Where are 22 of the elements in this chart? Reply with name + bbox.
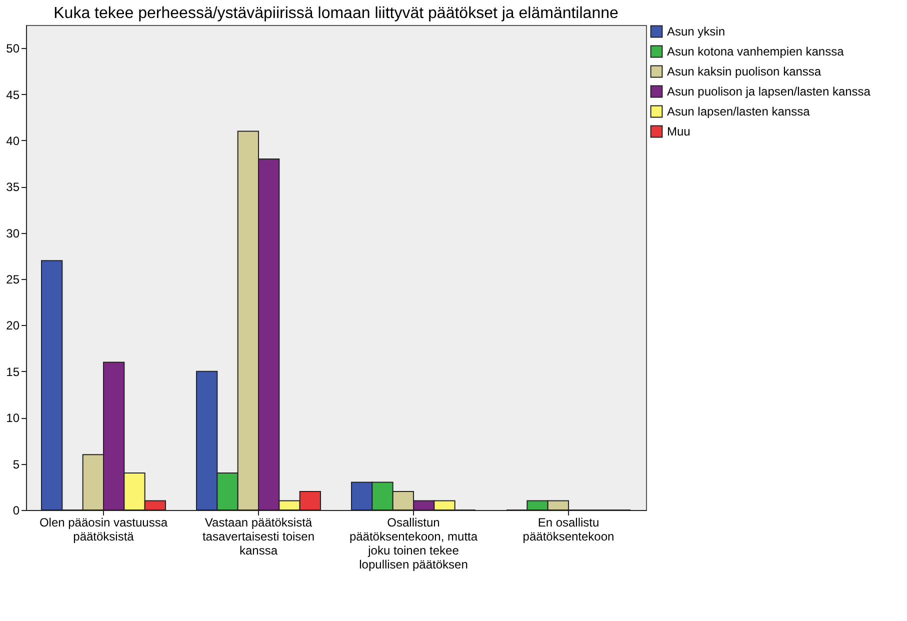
legend-label: Asun lapsen/lasten kanssa xyxy=(667,104,810,118)
legend-label: Asun kaksin puolison kanssa xyxy=(667,64,822,78)
legend-label: Asun yksin xyxy=(667,24,726,38)
y-tick-label: 30 xyxy=(6,226,20,240)
x-tick-label: Vastaan päätöksistä tasavertaisesti toisen kanssa xyxy=(202,516,315,558)
chart-title: Kuka tekee perheessä/ystäväpiirissä lomaan liittyvät päätökset ja elämäntilanne xyxy=(54,5,618,22)
y-tick-label: 40 xyxy=(6,134,20,148)
y-tick-label: 45 xyxy=(6,88,20,102)
y-tick-label: 50 xyxy=(6,42,20,56)
y-tick-label: 5 xyxy=(12,457,20,472)
legend-label: Asun kotona vanhempien kanssa xyxy=(667,44,844,58)
x-tick-label: Osallistun päätöksentekoon, mutta joku toinen tekee lopullisen päätöksen xyxy=(349,516,478,572)
x-tick-label: Olen pääosin vastuussa päätöksistä xyxy=(39,516,168,544)
y-tick-label: 10 xyxy=(6,411,20,426)
y-tick-label: 15 xyxy=(6,364,20,379)
y-tick-label: 0 xyxy=(12,504,20,518)
legend-label: Muu xyxy=(667,124,690,138)
y-tick-label: 35 xyxy=(6,180,20,194)
x-tick-label: En osallistu päätöksentekoon xyxy=(522,516,614,544)
y-tick-label: 25 xyxy=(6,272,20,287)
legend-label: Asun puolison ja lapsen/lasten kanssa xyxy=(667,84,871,98)
y-tick-label: 20 xyxy=(6,318,20,333)
